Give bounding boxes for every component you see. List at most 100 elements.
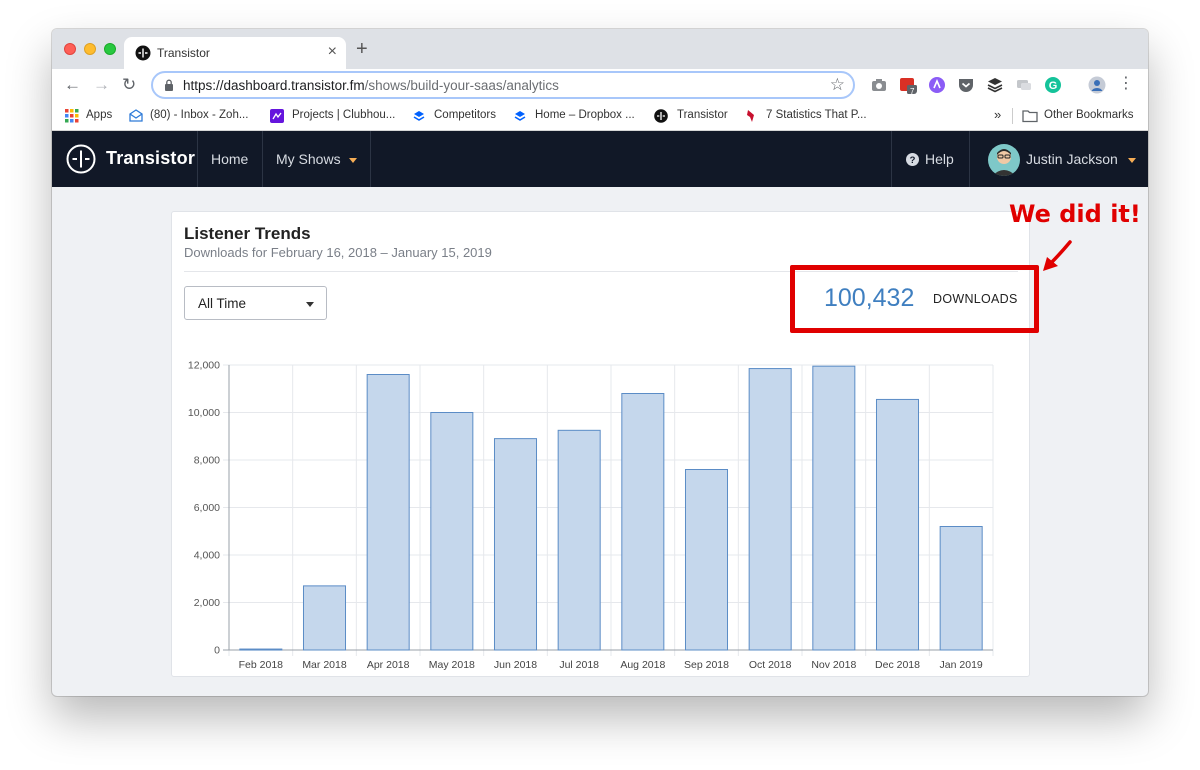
pocket-extension-icon[interactable] xyxy=(957,76,975,94)
chart-bar xyxy=(366,374,410,651)
nav-divider xyxy=(262,131,263,187)
reload-button[interactable]: ↻ xyxy=(122,75,137,94)
close-window-button[interactable] xyxy=(64,43,76,55)
x-tick-label: Mar 2018 xyxy=(302,659,347,671)
address-bar[interactable]: https://dashboard.transistor.fm/shows/bu… xyxy=(151,71,855,99)
time-range-select[interactable]: All Time xyxy=(184,286,327,320)
chart-bar xyxy=(939,526,983,651)
transistor-icon xyxy=(135,45,151,61)
bookmark-statistics[interactable]: 7 Statistics That P... xyxy=(766,109,867,121)
close-tab-icon[interactable]: × xyxy=(327,43,337,60)
user-avatar-icon xyxy=(988,144,1020,176)
nav-divider xyxy=(969,131,970,187)
bookmark-competitors[interactable]: Competitors xyxy=(434,109,496,121)
x-tick-label: May 2018 xyxy=(429,659,475,671)
browser-toolbar: ← → ↻ https://dashboard.transistor.fm/sh… xyxy=(52,69,1148,102)
new-tab-button[interactable]: + xyxy=(356,38,368,60)
chart-bar xyxy=(239,648,283,651)
bookmark-bird-icon xyxy=(747,110,754,122)
bookmarks-overflow-icon[interactable]: » xyxy=(994,107,1002,122)
nav-home[interactable]: Home xyxy=(211,151,249,167)
clubhouse-icon xyxy=(270,109,284,123)
x-tick-label: Jun 2018 xyxy=(494,659,537,671)
nav-divider xyxy=(891,131,892,187)
card-subtitle: Downloads for February 16, 2018 – Januar… xyxy=(184,245,492,260)
brand-name[interactable]: Transistor xyxy=(106,148,196,168)
x-tick-label: Aug 2018 xyxy=(620,659,665,671)
help-link[interactable]: Help xyxy=(925,151,954,167)
downloads-label: DOWNLOADS xyxy=(933,292,1018,306)
chart-bar xyxy=(430,412,474,651)
callout-text: We did it! xyxy=(1009,200,1141,228)
bookmark-dropbox-home[interactable]: Home – Dropbox ... xyxy=(535,109,635,121)
user-menu[interactable]: Justin Jackson xyxy=(1026,151,1136,167)
time-range-value: All Time xyxy=(198,296,247,311)
chart-bar xyxy=(493,438,538,651)
svg-text:G: G xyxy=(1049,80,1058,92)
forward-button[interactable]: → xyxy=(93,75,110,94)
maximize-window-button[interactable] xyxy=(104,43,116,55)
chart-bar xyxy=(812,365,856,651)
other-bookmarks[interactable]: Other Bookmarks xyxy=(1044,109,1134,121)
nav-divider xyxy=(370,131,371,187)
bookmark-apps[interactable]: Apps xyxy=(86,109,113,121)
browser-menu-icon[interactable]: ⋮ xyxy=(1118,75,1134,92)
x-tick-label: Jan 2019 xyxy=(940,659,983,671)
chart-bar xyxy=(748,368,792,651)
bookmarks-divider xyxy=(1012,108,1013,124)
y-tick-label: 2,000 xyxy=(194,597,220,609)
dropbox-icon xyxy=(514,111,526,121)
nav-divider xyxy=(197,131,198,187)
y-tick-label: 12,000 xyxy=(188,360,220,372)
chevron-down-icon xyxy=(348,157,357,163)
help-icon: ? xyxy=(906,153,919,166)
chart-bar xyxy=(302,585,347,651)
x-tick-label: Dec 2018 xyxy=(875,659,920,671)
bookmark-star-icon[interactable]: ☆ xyxy=(829,75,845,94)
purple-extension-icon[interactable] xyxy=(928,76,946,94)
avatar[interactable] xyxy=(988,144,1020,176)
svg-text:?: ? xyxy=(910,155,916,166)
bookmark-projects[interactable]: Projects | Clubhou... xyxy=(292,109,396,121)
app-header: Transistor Home My Shows ? Help Justin J… xyxy=(52,131,1148,187)
url-path: /shows/build-your-saas/analytics xyxy=(364,78,559,93)
chart-bar xyxy=(875,398,920,651)
browser-window: Transistor × + ← → ↻ https://dashboard.t… xyxy=(52,29,1148,696)
chart-bar xyxy=(684,469,729,651)
downloads-count: 100,432 xyxy=(824,284,915,312)
y-tick-label: 4,000 xyxy=(194,550,220,562)
x-tick-label: Oct 2018 xyxy=(749,659,792,671)
extension-badge: 7 xyxy=(910,87,915,96)
folder-icon xyxy=(1022,110,1038,123)
chevron-down-icon xyxy=(1127,157,1136,163)
buffer-extension-icon[interactable] xyxy=(986,76,1004,94)
profile-icon[interactable] xyxy=(1088,76,1106,94)
bookmark-inbox[interactable]: (80) - Inbox - Zoh... xyxy=(150,109,249,121)
camera-extension-icon[interactable] xyxy=(870,76,888,94)
callout-arrow-icon xyxy=(1043,240,1072,271)
apps-grid-icon xyxy=(65,109,79,123)
bookmark-transistor[interactable]: Transistor xyxy=(677,109,728,121)
transistor-logo-icon[interactable] xyxy=(66,144,96,174)
tab-title: Transistor xyxy=(157,46,210,60)
url-host: https://dashboard.transistor.fm xyxy=(183,78,365,93)
grammarly-extension-icon[interactable]: G xyxy=(1044,76,1062,94)
nav-my-shows[interactable]: My Shows xyxy=(276,151,357,167)
x-tick-label: Feb 2018 xyxy=(239,659,284,671)
tab-transistor[interactable]: Transistor × xyxy=(124,37,346,69)
chat-extension-icon[interactable] xyxy=(1015,76,1033,94)
chevron-down-icon xyxy=(306,302,314,307)
back-button[interactable]: ← xyxy=(64,75,81,94)
x-tick-label: Nov 2018 xyxy=(811,659,856,671)
card-divider xyxy=(184,271,1018,272)
calendar-extension-icon[interactable] xyxy=(899,76,917,94)
downloads-total: 100,432 DOWNLOADS xyxy=(824,284,1020,320)
bookmarks-bar: Apps (80) - Inbox - Zoh... Projects | Cl… xyxy=(52,102,1148,131)
y-tick-label: 8,000 xyxy=(194,455,220,467)
nav-my-shows-label: My Shows xyxy=(276,151,341,167)
card-title: Listener Trends xyxy=(184,224,311,243)
x-tick-label: Apr 2018 xyxy=(367,659,410,671)
chart-bar xyxy=(621,393,665,651)
minimize-window-button[interactable] xyxy=(84,43,96,55)
y-tick-label: 10,000 xyxy=(188,407,220,419)
